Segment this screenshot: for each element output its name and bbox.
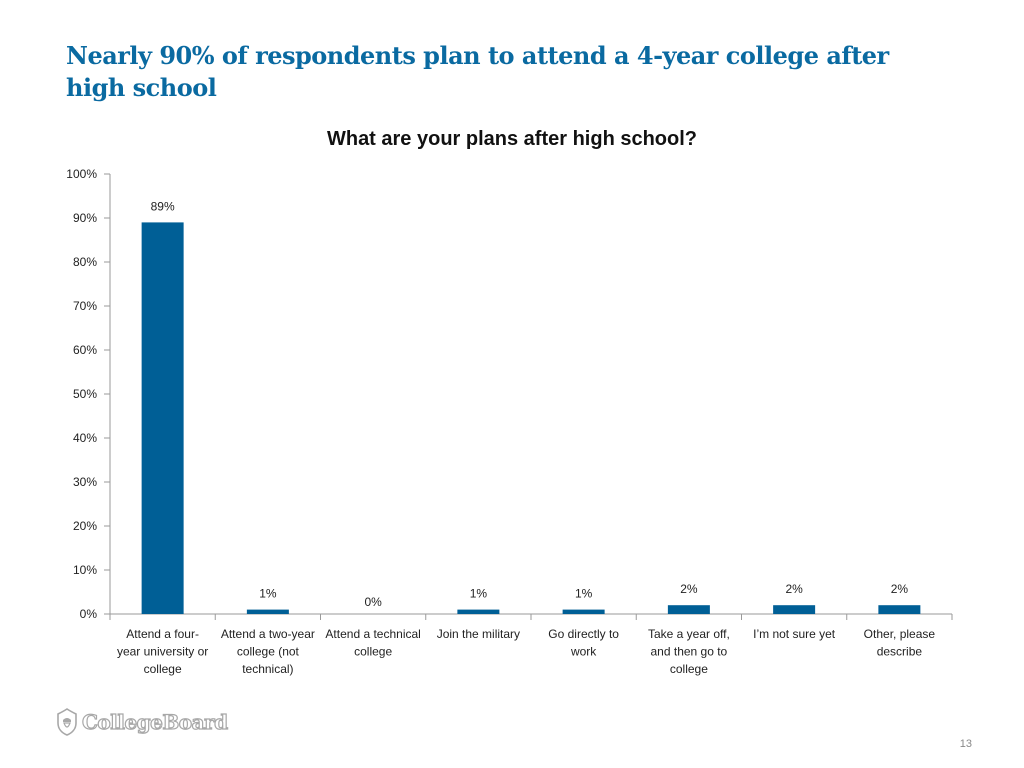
bar: [667, 605, 710, 614]
category-label: and then go to: [651, 645, 728, 659]
category-label: college: [354, 645, 392, 659]
y-tick-label: 90%: [73, 211, 97, 225]
acorn-shield-icon: [57, 708, 77, 736]
category-label: I’m not sure yet: [753, 627, 836, 641]
category-label: Go directly to: [548, 627, 619, 641]
data-label: 1%: [259, 587, 277, 601]
data-label: 0%: [364, 595, 382, 609]
data-label: 2%: [680, 582, 698, 596]
data-label: 1%: [470, 587, 488, 601]
y-tick-label: 0%: [80, 607, 98, 621]
slide-title: Nearly 90% of respondents plan to attend…: [66, 41, 889, 102]
category-label: Take a year off,: [648, 627, 730, 641]
logo-wordmark: CollegeBoard: [81, 709, 228, 734]
category-label: describe: [877, 645, 923, 659]
y-tick-label: 20%: [73, 519, 97, 533]
y-tick-label: 10%: [73, 563, 97, 577]
category-label: year university or: [117, 645, 208, 659]
bar: [562, 609, 605, 614]
bar: [773, 605, 816, 614]
collegeboard-logo: CollegeBoard: [56, 706, 229, 738]
data-label: 1%: [575, 587, 593, 601]
data-label: 2%: [891, 582, 909, 596]
y-tick-label: 100%: [66, 167, 97, 181]
y-tick-label: 30%: [73, 475, 97, 489]
bar: [878, 605, 921, 614]
data-label: 2%: [785, 582, 803, 596]
category-label: college: [670, 662, 708, 676]
category-label: Attend a technical: [325, 627, 420, 641]
category-label: Other, please: [864, 627, 936, 641]
category-label: technical): [242, 662, 293, 676]
category-label: Attend a two-year: [221, 627, 315, 641]
data-label: 89%: [151, 199, 175, 213]
category-label: Attend a four-: [126, 627, 199, 641]
y-tick-label: 60%: [73, 343, 97, 357]
chart-title: What are your plans after high school?: [326, 128, 698, 150]
y-tick-label: 80%: [73, 255, 97, 269]
category-label: work: [570, 645, 597, 659]
y-tick-label: 70%: [73, 299, 97, 313]
bar: [141, 222, 184, 614]
category-label: Join the military: [437, 627, 520, 641]
y-tick-label: 40%: [73, 431, 97, 445]
bar: [246, 609, 289, 614]
page-number: 13: [959, 738, 972, 750]
category-label: college (not: [237, 645, 300, 659]
bar-chart: 0% 10% 20% 30% 40% 50% 60% 70% 80% 90% 100% 89% Atte…: [66, 167, 953, 676]
category-label: college: [144, 662, 182, 676]
y-tick-label: 50%: [73, 387, 97, 401]
bar: [457, 609, 500, 614]
